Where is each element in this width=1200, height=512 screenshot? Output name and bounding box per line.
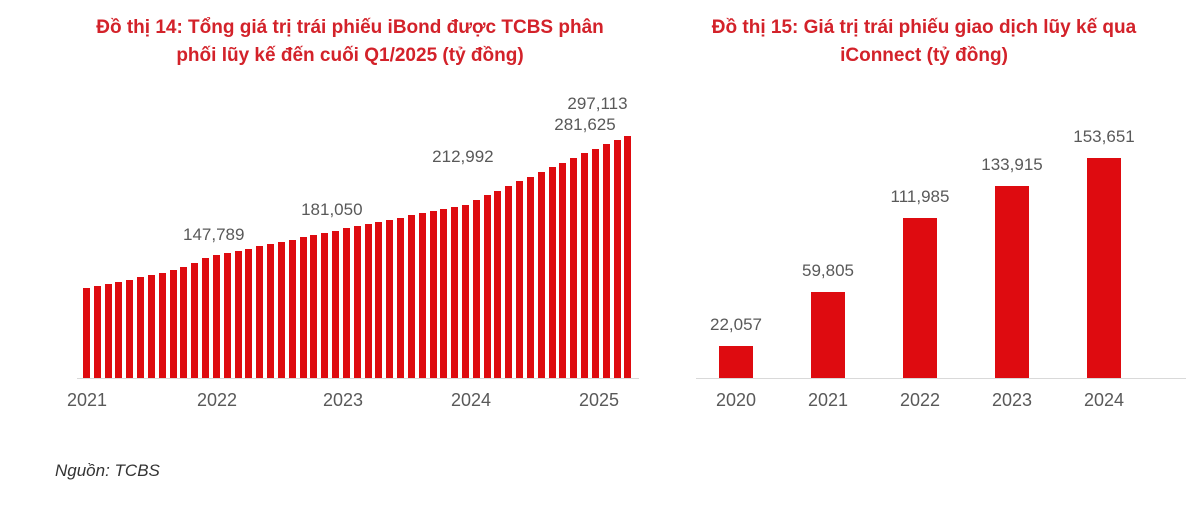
bar — [321, 232, 329, 378]
x-axis-line-right — [696, 378, 1186, 379]
bar — [581, 153, 589, 378]
bar — [472, 199, 480, 378]
bar — [451, 206, 459, 378]
bar — [440, 208, 448, 378]
bar — [719, 346, 753, 378]
bar — [115, 281, 123, 378]
bar — [277, 241, 285, 378]
bar — [267, 244, 275, 378]
bar — [158, 272, 166, 378]
bar — [288, 239, 296, 378]
bar — [126, 279, 134, 378]
x-axis-tick-label: 2024 — [1083, 390, 1125, 410]
data-label: 212,992 — [432, 146, 494, 166]
chart-title-line: Đồ thị 15: Giá trị trái phiếu giao dịch … — [711, 17, 1137, 38]
ibond-bar-series — [83, 128, 632, 378]
x-axis-tick-label: 2024 — [450, 390, 492, 410]
x-axis-line-left — [77, 378, 639, 379]
bar — [407, 215, 415, 378]
bar — [223, 253, 231, 378]
bar — [342, 228, 350, 378]
bar — [256, 246, 264, 378]
bar — [202, 257, 210, 378]
bar — [332, 230, 340, 378]
bar — [995, 186, 1029, 378]
x-axis-tick-label: 2020 — [715, 390, 757, 410]
bar — [375, 221, 383, 378]
bar — [93, 285, 101, 378]
bar — [559, 162, 567, 378]
bar — [516, 181, 524, 378]
bar — [811, 292, 845, 378]
data-label: 153,651 — [1073, 127, 1135, 146]
iconnect-bar-series — [719, 148, 1121, 378]
data-label: 147,789 — [183, 224, 245, 244]
bar — [364, 224, 372, 378]
bar — [299, 237, 307, 378]
bar — [537, 171, 545, 378]
chart-title-line: iConnect (tỷ đồng) — [840, 45, 1008, 66]
chart-title-ibond: Đồ thị 14: Tổng giá trị trái phiếu iBond… — [50, 14, 650, 70]
x-axis-tick-label: 2023 — [322, 390, 364, 410]
bar — [494, 190, 502, 378]
bar — [169, 269, 177, 378]
data-label: 297,113 — [567, 94, 628, 113]
x-axis-tick-label: 2022 — [899, 390, 941, 410]
chart-title-line: Đồ thị 14: Tổng giá trị trái phiếu iBond… — [96, 17, 604, 38]
bar — [461, 204, 469, 378]
x-axis-tick-label: 2022 — [196, 390, 238, 410]
source-note: Nguồn: TCBS — [55, 461, 160, 480]
x-axis-tick-label: 2021 — [807, 390, 849, 410]
x-axis-tick-label: 2025 — [578, 390, 620, 410]
bar — [602, 144, 610, 378]
chart-title-line: phối lũy kế đến cuối Q1/2025 (tỷ đồng) — [176, 45, 524, 66]
bar — [483, 195, 491, 378]
bar — [353, 226, 361, 378]
bar — [147, 275, 155, 378]
bar — [83, 287, 90, 378]
bar — [903, 217, 937, 378]
chart-title-iconnect: Đồ thị 15: Giá trị trái phiếu giao dịch … — [674, 14, 1174, 70]
bar — [104, 283, 112, 378]
x-axis-tick-label: 2021 — [66, 390, 108, 410]
bar — [548, 167, 556, 378]
bar — [591, 148, 599, 378]
x-axis-tick-label: 2023 — [991, 390, 1033, 410]
bar — [386, 219, 394, 378]
bar — [418, 213, 426, 378]
bar — [570, 157, 578, 378]
bar — [234, 250, 242, 378]
data-label: 22,057 — [710, 315, 762, 335]
bar — [526, 176, 534, 378]
bar — [245, 248, 253, 378]
data-label: 133,915 — [981, 155, 1043, 175]
bar — [613, 140, 621, 378]
bar — [624, 136, 632, 378]
bar — [397, 217, 405, 378]
data-label: 281,625 — [554, 114, 616, 134]
bar — [310, 235, 318, 378]
data-label: 111,985 — [890, 186, 950, 206]
bar — [1087, 158, 1121, 378]
bar — [212, 255, 220, 378]
bar — [180, 266, 188, 378]
bar — [505, 185, 513, 378]
data-label: 181,050 — [301, 199, 363, 219]
bar — [137, 277, 145, 378]
bar — [191, 262, 199, 378]
data-label: 59,805 — [802, 261, 854, 281]
bar — [429, 211, 437, 378]
